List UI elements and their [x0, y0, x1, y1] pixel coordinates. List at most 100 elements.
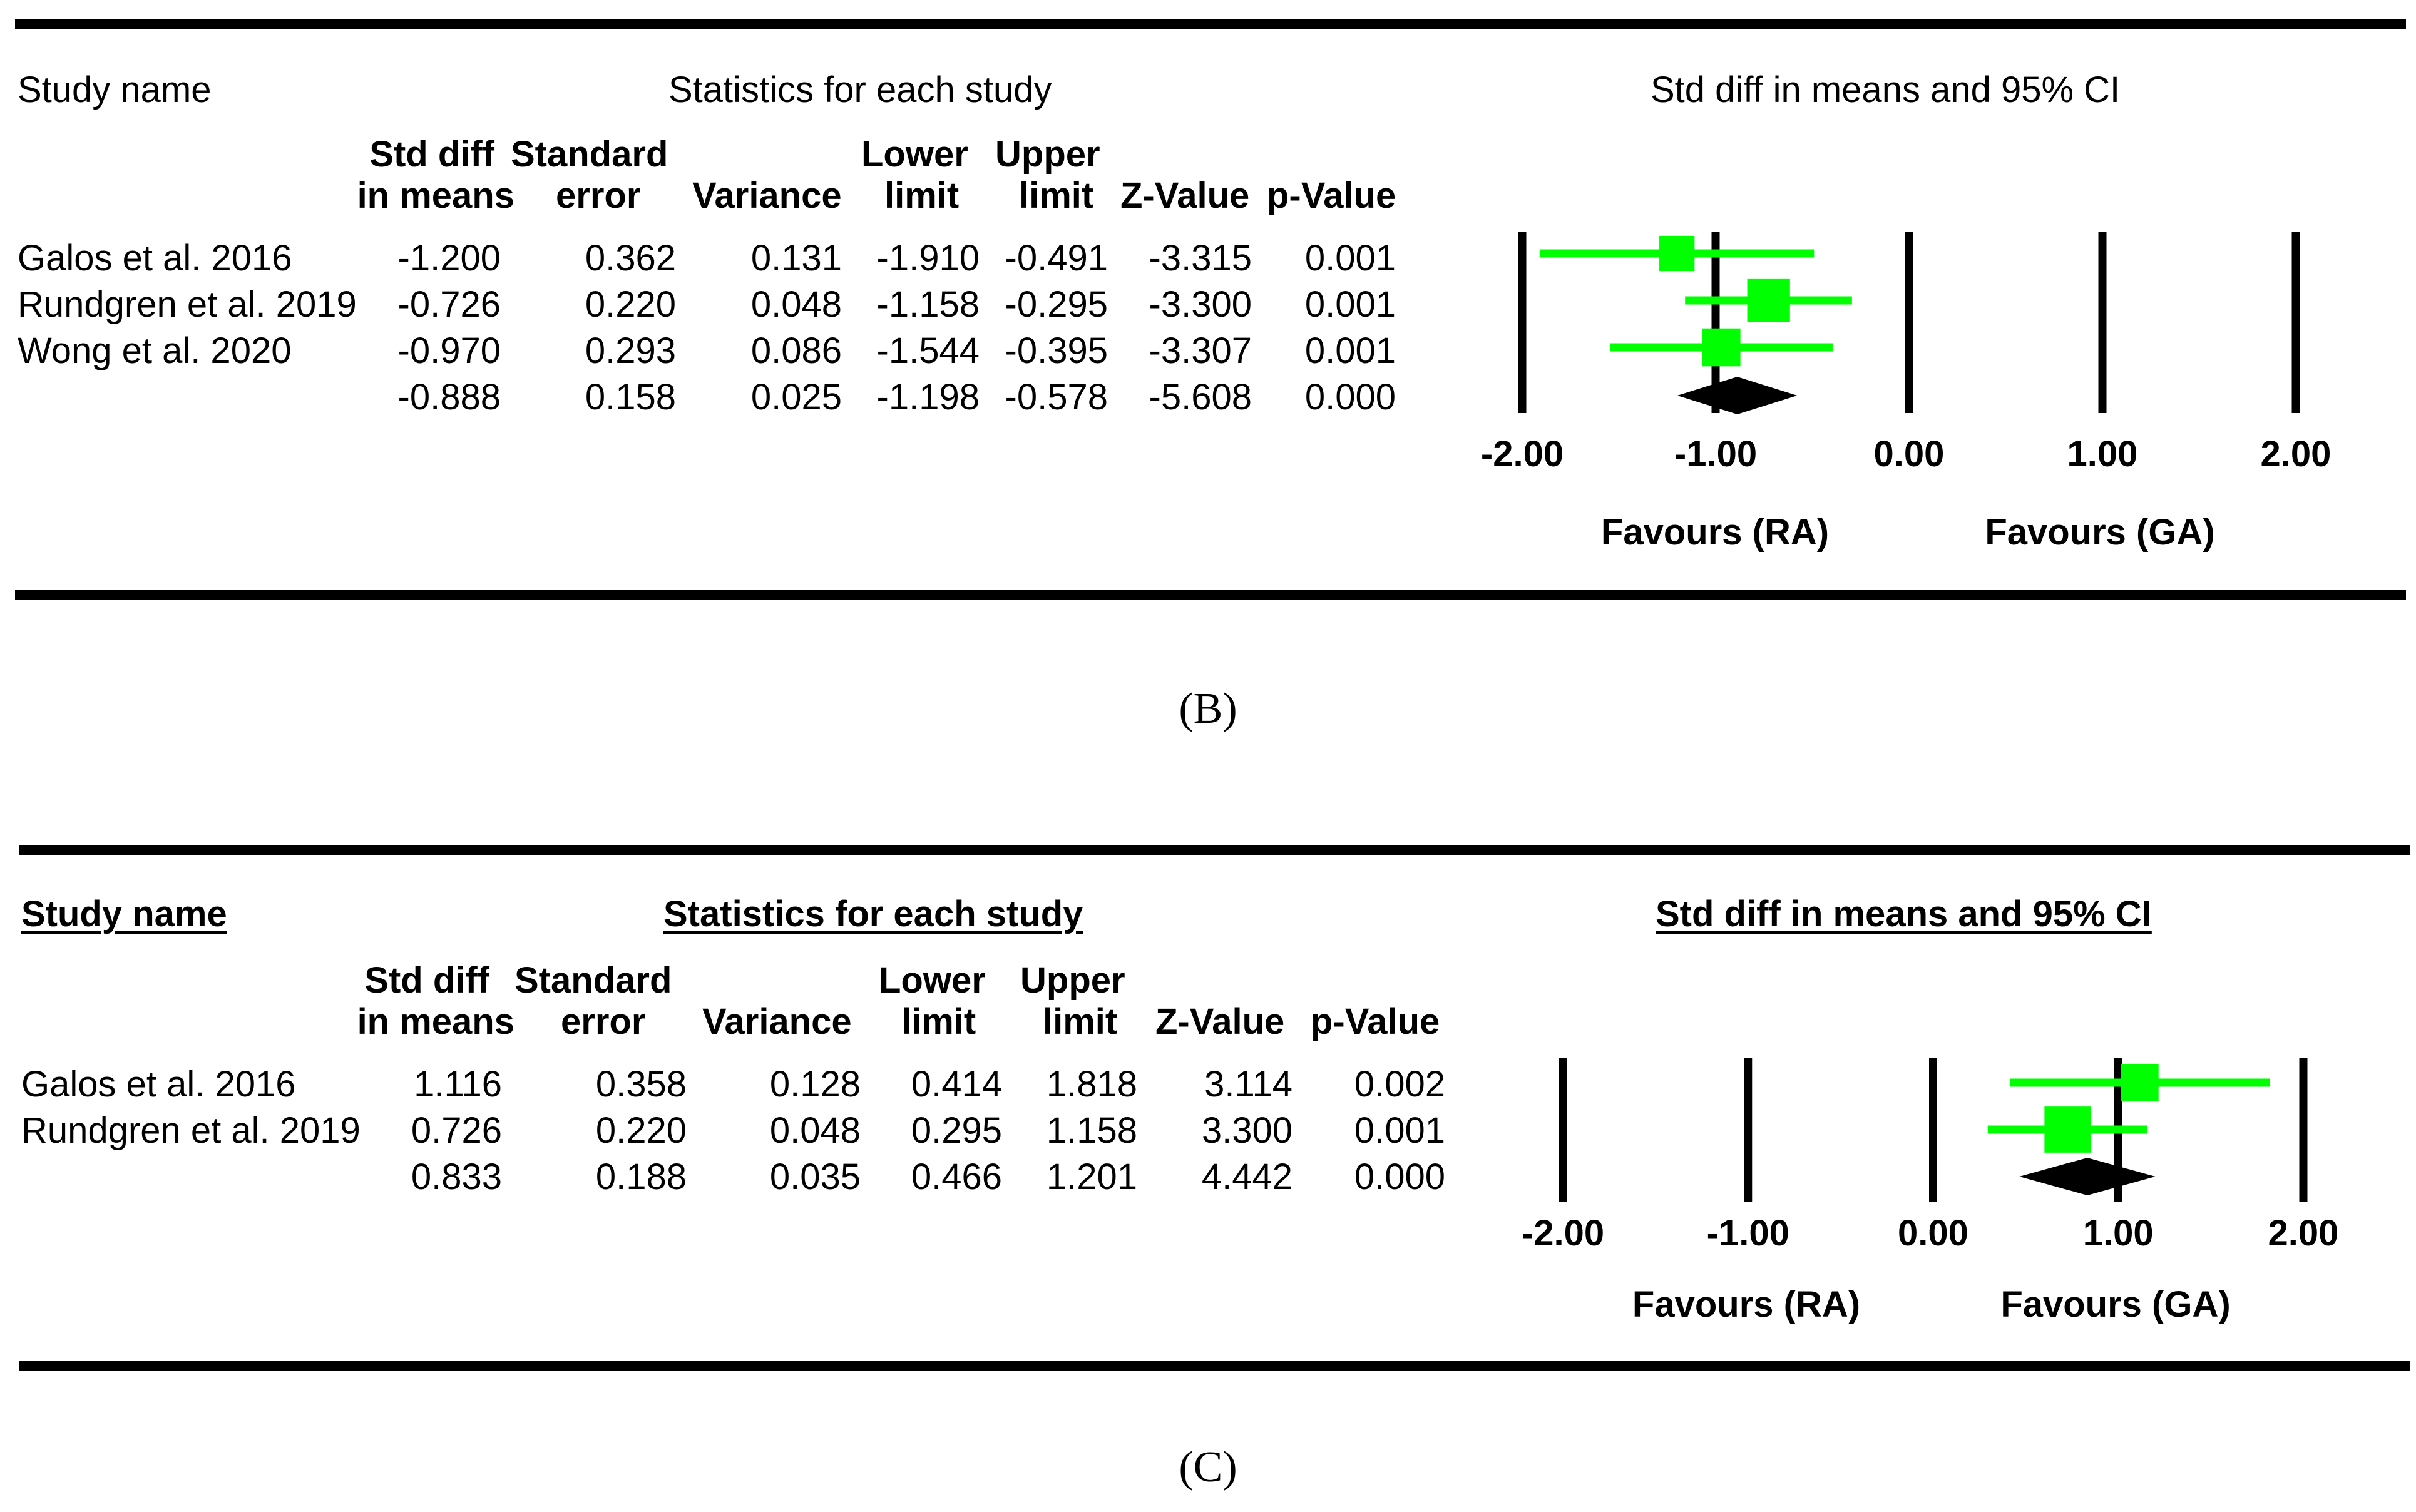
p-value: 0.001 [1304, 284, 1396, 325]
stats-title: Statistics for each study [663, 894, 1083, 934]
summary-z-value: 4.442 [1201, 1157, 1292, 1197]
z-value: -3.300 [1149, 284, 1252, 325]
col-upper-line2: limit [1043, 1001, 1118, 1042]
forest-plot-c: -2.00 -1.00 0.00 1.00 2.00 [1522, 1058, 2339, 1254]
lower-value: -1.158 [876, 284, 980, 325]
col-variance: Variance [692, 175, 842, 216]
forest-panel-b: Study name Statistics for each study Std… [0, 0, 2416, 626]
variance-value: 0.128 [769, 1064, 861, 1105]
study-label: Galos et al. 2016 [21, 1064, 296, 1105]
summary-upper-value: 1.201 [1046, 1157, 1137, 1197]
se-value: 0.220 [585, 284, 676, 325]
std-diff-value: -0.726 [397, 284, 501, 325]
col-upper-line1: Upper [1020, 960, 1125, 1001]
summary-std-diff-value: 0.833 [411, 1157, 502, 1197]
summary-se-value: 0.158 [585, 377, 676, 417]
summary-p-value: 0.000 [1354, 1157, 1445, 1197]
plot-title: Std diff in means and 95% CI [1656, 894, 2152, 934]
col-std-diff-line1: Std diff [364, 960, 489, 1001]
axis-tick-label: 2.00 [2268, 1213, 2339, 1254]
variance-value: 0.131 [750, 238, 842, 278]
summary-z-value: -5.608 [1149, 377, 1252, 417]
upper-value: 1.818 [1046, 1064, 1137, 1105]
bottom-rule [19, 1361, 2410, 1371]
variance-value: 0.048 [750, 284, 842, 325]
study-label: Rundgren et al. 2019 [21, 1110, 361, 1151]
axis-tick-label: 1.00 [2083, 1213, 2154, 1254]
col-z-value: Z-Value [1155, 1001, 1285, 1042]
study-estimate-marker [2121, 1063, 2159, 1102]
study-label: Rundgren et al. 2019 [18, 284, 357, 325]
summary-variance-value: 0.025 [750, 377, 842, 417]
std-diff-value: 1.116 [414, 1064, 502, 1105]
favours-ga-label: Favours (GA) [1985, 512, 2215, 553]
favours-ga-label: Favours (GA) [2000, 1284, 2231, 1325]
summary-variance-value: 0.035 [769, 1157, 861, 1197]
col-se-line1: Standard [514, 960, 672, 1001]
favours-ra-label: Favours (RA) [1600, 512, 1830, 553]
p-value: 0.001 [1304, 330, 1396, 371]
axis-tick-label: -1.00 [1674, 434, 1757, 474]
p-value: 0.002 [1354, 1064, 1445, 1105]
col-p-value: p-Value [1267, 175, 1396, 216]
summary-lower-value: -1.198 [876, 377, 980, 417]
col-variance: Variance [702, 1001, 852, 1042]
col-lower-line2: limit [884, 175, 960, 216]
se-value: 0.220 [595, 1110, 687, 1151]
bottom-rule [15, 590, 2406, 600]
favours-ra-label: Favours (RA) [1632, 1284, 1861, 1325]
axis-tick-label: 2.00 [2261, 434, 2332, 474]
col-std-diff-line2: in means [357, 175, 514, 216]
forest-panel-c: Study name Statistics for each study Std… [0, 826, 2416, 1396]
std-diff-value: -1.200 [397, 238, 501, 278]
col-p-value: p-Value [1311, 1001, 1440, 1042]
variance-value: 0.048 [769, 1110, 861, 1151]
summary-diamond [1677, 377, 1798, 414]
lower-value: -1.544 [876, 330, 980, 371]
col-std-diff-line1: Std diff [369, 134, 494, 175]
axis-tick-label: 0.00 [1874, 434, 1945, 474]
z-value: -3.315 [1149, 238, 1252, 278]
se-value: 0.293 [585, 330, 676, 371]
p-value: 0.001 [1354, 1110, 1445, 1151]
std-diff-value: -0.970 [397, 330, 501, 371]
study-estimate-marker [1747, 278, 1790, 322]
se-value: 0.358 [595, 1064, 687, 1105]
upper-value: -0.295 [1005, 284, 1108, 325]
col-se-line2: error [556, 175, 641, 216]
z-value: -3.307 [1149, 330, 1252, 371]
study-estimate-marker [1659, 235, 1695, 272]
col-upper-line2: limit [1019, 175, 1094, 216]
col-se-line1: Standard [511, 134, 668, 175]
col-lower-line2: limit [901, 1001, 976, 1042]
axis-tick-label: 0.00 [1898, 1213, 1968, 1254]
stats-title: Statistics for each study [668, 69, 1052, 110]
study-label: Galos et al. 2016 [18, 238, 292, 278]
upper-value: 1.158 [1046, 1110, 1137, 1151]
upper-value: -0.395 [1005, 330, 1108, 371]
variance-value: 0.086 [750, 330, 842, 371]
axis-tick-label: -1.00 [1707, 1213, 1789, 1254]
summary-se-value: 0.188 [595, 1157, 687, 1197]
summary-diamond [2019, 1158, 2156, 1195]
col-lower-line1: Lower [879, 960, 986, 1001]
lower-value: 0.295 [911, 1110, 1002, 1151]
study-name-header: Study name [18, 69, 212, 110]
upper-value: -0.491 [1005, 238, 1108, 278]
plot-title: Std diff in means and 95% CI [1651, 69, 2121, 110]
summary-p-value: 0.000 [1304, 377, 1396, 417]
caption-c: (C) [1179, 1443, 1237, 1491]
p-value: 0.001 [1304, 238, 1396, 278]
axis-tick-label: -2.00 [1481, 434, 1564, 474]
col-std-diff-line2: in means [357, 1001, 514, 1042]
summary-lower-value: 0.466 [911, 1157, 1002, 1197]
std-diff-value: 0.726 [411, 1110, 502, 1151]
axis-tick-label: 1.00 [2067, 434, 2138, 474]
caption-b: (B) [1179, 685, 1237, 733]
z-value: 3.114 [1204, 1064, 1292, 1105]
study-estimate-marker [1702, 328, 1741, 367]
col-upper-line1: Upper [995, 134, 1100, 175]
lower-value: -1.910 [876, 238, 980, 278]
axis-tick-label: -2.00 [1522, 1213, 1604, 1254]
se-value: 0.362 [585, 238, 676, 278]
